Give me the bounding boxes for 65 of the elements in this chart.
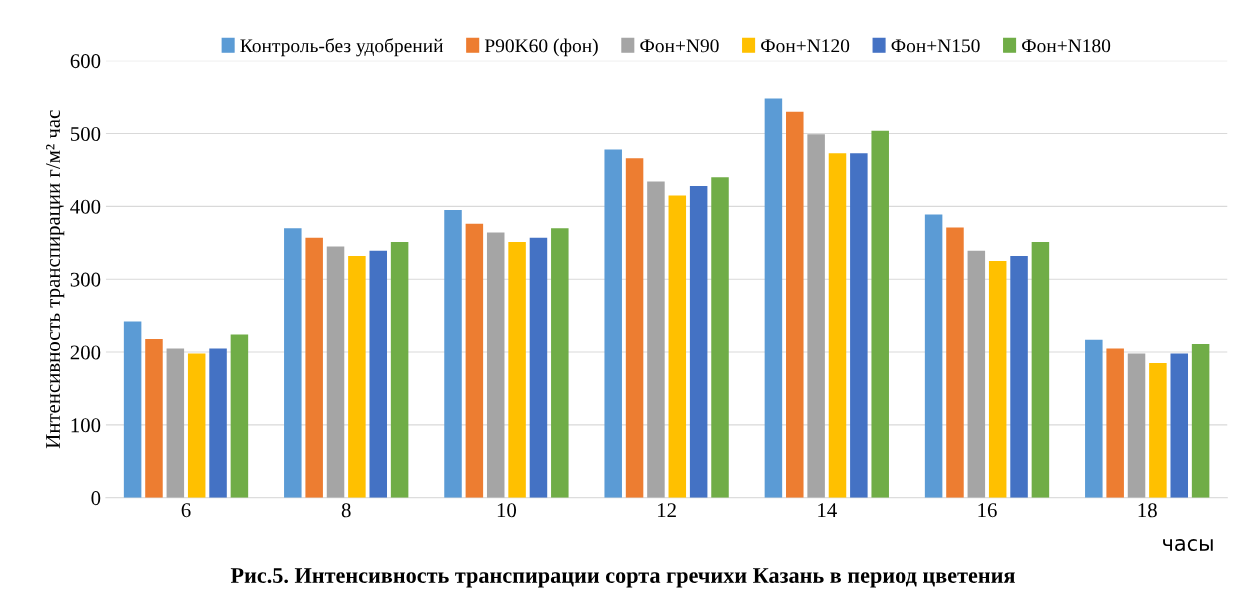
x-tick-label: 8 — [341, 503, 351, 518]
bar — [187, 353, 206, 498]
x-axis-title: часы — [1163, 539, 1213, 552]
bar — [390, 242, 409, 498]
x-tick-label: 14 — [818, 503, 837, 518]
bar — [711, 177, 729, 498]
x-tick-label: 6 — [181, 503, 191, 518]
bar — [764, 98, 783, 498]
legend-label: Фон+N90 — [640, 39, 719, 53]
bar — [604, 149, 622, 498]
bar — [1191, 344, 1210, 498]
bar — [1149, 362, 1167, 498]
bar — [786, 111, 804, 498]
bar — [145, 338, 163, 498]
bar — [465, 223, 484, 498]
bar — [230, 334, 249, 498]
y-tick-label: 200 — [70, 345, 101, 360]
bar — [369, 250, 388, 498]
bar — [828, 153, 847, 498]
bar — [551, 228, 569, 498]
bar — [209, 348, 227, 498]
bar — [305, 237, 323, 498]
bar — [284, 228, 302, 498]
bar — [988, 261, 1007, 498]
legend-label: Фон+N150 — [891, 39, 980, 53]
bar — [625, 158, 644, 498]
y-tick-label: 400 — [70, 199, 101, 214]
legend-label: Фон+N180 — [1022, 39, 1111, 53]
bar — [486, 232, 505, 498]
y-tick-label: 600 — [70, 54, 101, 69]
bar — [508, 242, 526, 498]
x-tick-label: 18 — [1138, 503, 1157, 518]
bar — [326, 246, 345, 498]
x-tick-label: 12 — [658, 503, 676, 518]
bar — [807, 134, 825, 498]
y-axis-title: Интенсивность транспирации г/м² час — [46, 110, 65, 449]
bar — [668, 195, 687, 498]
bar — [871, 130, 889, 498]
bar — [1127, 353, 1146, 498]
bar — [850, 153, 868, 498]
bar — [689, 185, 708, 498]
bar — [967, 250, 986, 498]
bar — [1106, 348, 1124, 498]
y-tick-label: 0 — [91, 491, 101, 506]
bar — [924, 214, 943, 498]
bar — [1170, 353, 1189, 498]
y-tick-label: 300 — [70, 272, 101, 287]
bar — [1085, 339, 1103, 498]
bar — [529, 237, 548, 498]
legend-label: P90K60 (фон) — [484, 38, 598, 57]
bar — [123, 321, 142, 498]
bar — [1031, 242, 1050, 498]
bar — [946, 227, 964, 498]
y-tick-label: 500 — [71, 126, 101, 141]
bar — [348, 255, 366, 498]
bar — [166, 348, 185, 498]
bar — [1010, 255, 1028, 498]
legend-label: Фон+N120 — [761, 39, 850, 53]
y-tick-label: 100 — [71, 418, 101, 433]
x-tick-label: 10 — [497, 503, 517, 518]
bar — [647, 181, 665, 498]
bar — [444, 210, 462, 498]
legend-label: Контроль-без удобрений — [240, 38, 444, 57]
x-tick-label: 16 — [978, 503, 997, 518]
text: Рис.5. Интенсивность транспирации сорта гречихи Казань в период цветения — [230, 568, 1015, 588]
